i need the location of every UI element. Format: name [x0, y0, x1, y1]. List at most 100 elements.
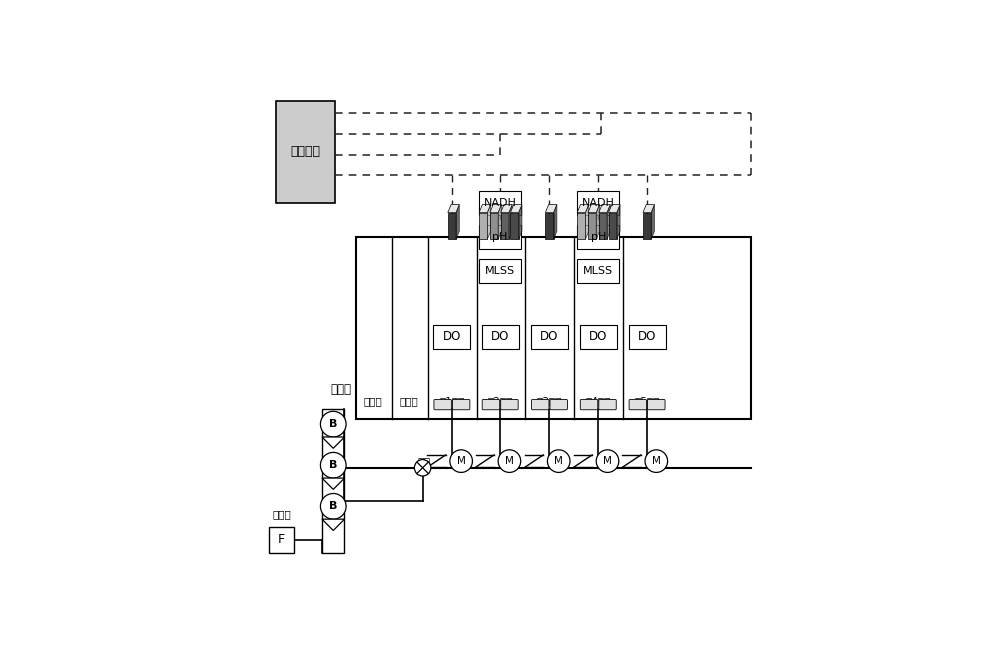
Text: M: M — [603, 456, 612, 466]
Polygon shape — [519, 205, 522, 239]
Polygon shape — [643, 205, 654, 213]
Bar — [276, 101, 335, 203]
Bar — [545, 213, 554, 239]
Bar — [577, 213, 585, 239]
Text: B: B — [329, 502, 337, 512]
Text: M: M — [457, 456, 466, 466]
Circle shape — [450, 450, 472, 472]
Text: F: F — [278, 533, 285, 546]
Text: M: M — [505, 456, 514, 466]
Bar — [501, 213, 509, 239]
Bar — [643, 213, 651, 239]
Bar — [577, 225, 619, 249]
FancyBboxPatch shape — [580, 400, 598, 410]
Circle shape — [645, 450, 668, 472]
Circle shape — [414, 460, 431, 476]
Polygon shape — [509, 205, 512, 239]
FancyBboxPatch shape — [550, 400, 567, 410]
Circle shape — [320, 452, 346, 478]
Polygon shape — [448, 205, 459, 213]
Text: pH: pH — [492, 231, 508, 241]
Bar — [356, 237, 751, 419]
Polygon shape — [456, 205, 459, 239]
Text: DO: DO — [540, 330, 559, 344]
Bar — [629, 325, 666, 349]
Text: MLSS: MLSS — [583, 266, 613, 276]
Text: M: M — [554, 456, 563, 466]
Circle shape — [498, 450, 521, 472]
Circle shape — [547, 450, 570, 472]
Text: pH: pH — [591, 231, 606, 241]
FancyBboxPatch shape — [648, 400, 665, 410]
Bar — [577, 191, 619, 215]
Text: 第3区域: 第3区域 — [537, 396, 562, 406]
Text: M: M — [652, 456, 661, 466]
Text: 厌氧池: 厌氧池 — [399, 396, 418, 406]
Text: DO: DO — [491, 330, 509, 344]
FancyBboxPatch shape — [501, 400, 518, 410]
Text: DO: DO — [443, 330, 461, 344]
Bar — [588, 213, 596, 239]
Bar — [510, 213, 519, 239]
Polygon shape — [617, 205, 620, 239]
Text: MLSS: MLSS — [485, 266, 515, 276]
Bar — [322, 409, 344, 552]
Polygon shape — [322, 437, 345, 448]
Bar — [609, 213, 617, 239]
Polygon shape — [510, 205, 522, 213]
Bar — [531, 325, 568, 349]
Polygon shape — [501, 205, 512, 213]
Circle shape — [320, 494, 346, 519]
Text: 过滤器: 过滤器 — [272, 509, 291, 519]
Circle shape — [596, 450, 619, 472]
Bar — [479, 213, 487, 239]
Polygon shape — [545, 205, 557, 213]
Polygon shape — [585, 205, 589, 239]
Text: 厌氧池: 厌氧池 — [363, 396, 382, 406]
Bar — [479, 191, 521, 215]
Text: DO: DO — [589, 330, 607, 344]
Polygon shape — [322, 519, 345, 530]
Text: B: B — [329, 460, 337, 470]
FancyBboxPatch shape — [629, 400, 647, 410]
Polygon shape — [554, 205, 557, 239]
Polygon shape — [651, 205, 654, 239]
Polygon shape — [588, 205, 600, 213]
Polygon shape — [596, 205, 600, 239]
Text: 送风机: 送风机 — [330, 383, 351, 396]
Polygon shape — [607, 205, 610, 239]
Bar — [269, 527, 294, 552]
Text: 第1区域: 第1区域 — [439, 396, 465, 406]
FancyBboxPatch shape — [599, 400, 616, 410]
Polygon shape — [498, 205, 501, 239]
Polygon shape — [487, 205, 491, 239]
Text: NADH: NADH — [582, 198, 615, 208]
Bar — [599, 213, 607, 239]
FancyBboxPatch shape — [532, 400, 549, 410]
Bar — [479, 225, 521, 249]
Text: 阀门: 阀门 — [417, 458, 430, 468]
Text: 第5区域: 第5区域 — [634, 396, 660, 406]
Polygon shape — [490, 205, 501, 213]
Bar — [448, 213, 456, 239]
Polygon shape — [322, 478, 345, 490]
Polygon shape — [577, 205, 589, 213]
Bar — [490, 213, 498, 239]
FancyBboxPatch shape — [452, 400, 470, 410]
FancyBboxPatch shape — [482, 400, 500, 410]
Circle shape — [320, 412, 346, 437]
Bar — [433, 325, 470, 349]
FancyBboxPatch shape — [434, 400, 451, 410]
Polygon shape — [479, 205, 491, 213]
Text: 第2区域: 第2区域 — [487, 396, 513, 406]
Polygon shape — [599, 205, 610, 213]
Text: DO: DO — [638, 330, 656, 344]
Text: B: B — [329, 419, 337, 429]
Text: NADH: NADH — [484, 198, 517, 208]
Text: 第4区域: 第4区域 — [586, 396, 611, 406]
Bar — [482, 325, 519, 349]
Polygon shape — [609, 205, 620, 213]
Text: 控制单元: 控制单元 — [291, 145, 321, 159]
Bar — [479, 259, 521, 283]
Bar — [580, 325, 617, 349]
